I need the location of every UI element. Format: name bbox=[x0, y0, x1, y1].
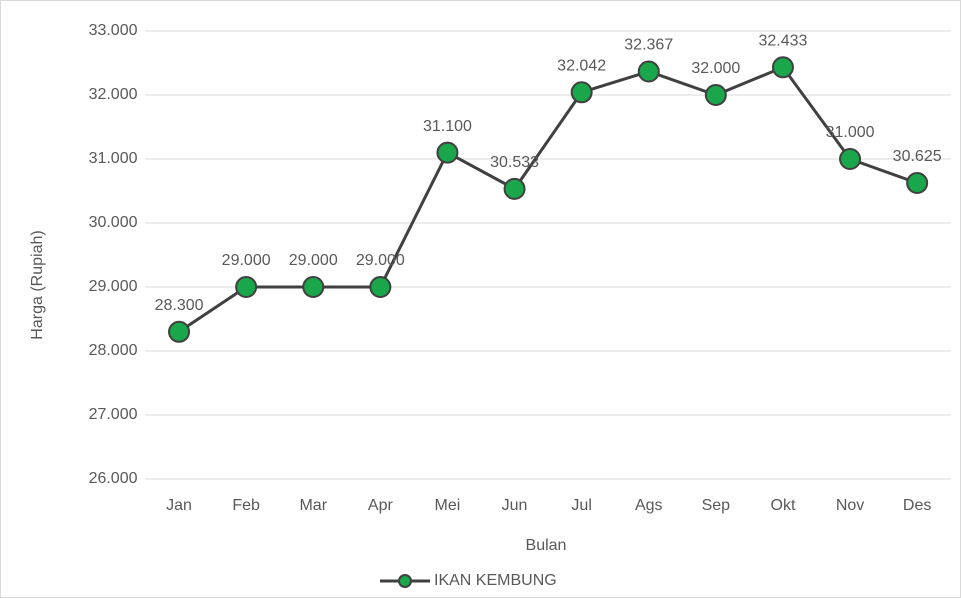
x-tick-label: Okt bbox=[771, 497, 796, 514]
data-label: 28.300 bbox=[155, 297, 204, 314]
point-marker bbox=[302, 276, 325, 298]
legend-marker bbox=[398, 574, 412, 588]
x-tick-label: Apr bbox=[368, 497, 394, 514]
y-axis-label: Harga (Rupiah) bbox=[29, 230, 46, 339]
series-line bbox=[178, 65, 918, 334]
y-tick-label: 28.000 bbox=[89, 342, 138, 359]
x-tick-label: Mar bbox=[299, 497, 327, 514]
y-tick-label: 29.000 bbox=[89, 278, 138, 295]
x-axis-label: Bulan bbox=[526, 537, 567, 554]
x-tick-label: Jul bbox=[571, 497, 591, 514]
x-tick-label: Feb bbox=[232, 497, 260, 514]
x-tick-label: Nov bbox=[836, 497, 864, 514]
point-marker bbox=[369, 276, 392, 298]
data-label: 32.367 bbox=[624, 37, 673, 54]
point-marker bbox=[503, 177, 526, 200]
point-marker bbox=[168, 320, 191, 343]
x-tick-label: Ags bbox=[635, 497, 663, 514]
data-label: 31.100 bbox=[423, 118, 472, 135]
data-label: 30.533 bbox=[490, 154, 539, 171]
point-marker bbox=[839, 148, 862, 170]
data-label: 32.433 bbox=[758, 33, 807, 50]
x-tick-label: Sep bbox=[702, 497, 731, 514]
x-tick-label: Des bbox=[903, 497, 931, 514]
point-marker bbox=[235, 276, 258, 298]
x-tick-label: Jan bbox=[166, 497, 192, 514]
point-marker bbox=[637, 60, 660, 83]
data-label: 31.000 bbox=[826, 124, 875, 141]
point-marker bbox=[436, 141, 459, 164]
data-label: 29.000 bbox=[222, 252, 271, 269]
point-marker bbox=[771, 56, 794, 79]
y-tick-label: 30.000 bbox=[89, 214, 138, 231]
data-label: 32.000 bbox=[691, 60, 740, 77]
legend-label: IKAN KEMBUNG bbox=[434, 572, 557, 589]
y-tick-label: 33.000 bbox=[89, 22, 138, 39]
data-label: 29.000 bbox=[356, 252, 405, 269]
x-tick-label: Mei bbox=[435, 497, 461, 514]
x-tick-label: Jun bbox=[502, 497, 528, 514]
data-label: 29.000 bbox=[289, 252, 338, 269]
data-label: 30.625 bbox=[893, 148, 942, 165]
point-marker bbox=[570, 81, 593, 104]
data-label: 32.042 bbox=[557, 58, 606, 75]
point-marker bbox=[906, 172, 929, 194]
y-tick-label: 32.000 bbox=[89, 86, 138, 103]
y-tick-label: 31.000 bbox=[89, 150, 138, 167]
y-tick-label: 26.000 bbox=[89, 470, 138, 487]
point-marker bbox=[704, 84, 727, 106]
y-tick-label: 27.000 bbox=[89, 406, 138, 423]
